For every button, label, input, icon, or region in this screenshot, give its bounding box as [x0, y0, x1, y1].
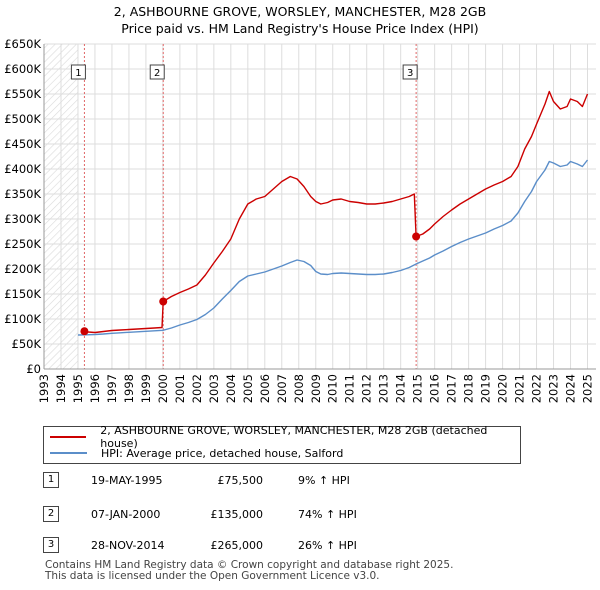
legend-label-hpi: HPI: Average price, detached house, Salf…: [101, 446, 344, 460]
sale-date: 07-JAN-2000: [91, 508, 161, 521]
table-row: 1 19-MAY-1995 £75,500 9% ↑ HPI: [43, 472, 583, 490]
x-tick-label: 2000: [156, 374, 170, 403]
chart-subtitle: Price paid vs. HM Land Registry's House …: [121, 21, 479, 36]
sale-badge: 2: [43, 506, 59, 522]
x-tick-label: 1996: [88, 374, 102, 403]
x-tick-label: 2007: [275, 374, 289, 403]
chart-legend: 2, ASHBOURNE GROVE, WORSLEY, MANCHESTER,…: [43, 424, 521, 464]
x-tick-label: 2012: [360, 374, 374, 403]
legend-swatch-hpi: [50, 452, 87, 454]
x-tick-label: 2025: [581, 374, 595, 403]
sale-date: 28-NOV-2014: [91, 539, 165, 552]
legend-swatch-property: [50, 436, 87, 438]
x-tick-label: 2014: [394, 374, 408, 403]
hpi-series-line: [77, 159, 589, 336]
sale-marker-box: [149, 64, 165, 80]
sale-badge: 3: [43, 537, 59, 553]
sale-price: £75,500: [217, 474, 264, 487]
x-tick-label: 2023: [547, 374, 561, 403]
x-tick-label: 2020: [496, 374, 510, 403]
footer-note: Contains HM Land Registry data © Crown c…: [45, 560, 453, 582]
x-tick-label: 2008: [292, 374, 306, 403]
x-tick-label: 2011: [343, 374, 357, 403]
sale-marker-label: 1: [75, 68, 81, 79]
y-tick-label: £200K: [4, 262, 41, 276]
sale-badge: 1: [43, 472, 59, 488]
y-tick-label: £600K: [4, 62, 41, 76]
x-tick-label: 2009: [309, 374, 323, 403]
x-tick-label: 1997: [105, 374, 119, 403]
x-tick-label: 2024: [564, 374, 578, 403]
x-tick-label: 2005: [241, 374, 255, 403]
x-tick-label: 1995: [71, 374, 85, 403]
x-tick-label: 1993: [37, 374, 51, 403]
y-tick-label: £650K: [4, 37, 41, 51]
sale-point: [80, 327, 89, 336]
x-tick-label: 2016: [428, 374, 442, 403]
property-series-line: [84, 90, 589, 334]
chart-title: 2, ASHBOURNE GROVE, WORSLEY, MANCHESTER,…: [113, 4, 487, 19]
sale-hpi-change: 74% ↑ HPI: [298, 508, 357, 521]
sale-price: £265,000: [210, 539, 264, 552]
legend-label-property: 2, ASHBOURNE GROVE, WORSLEY, MANCHESTER,…: [100, 424, 488, 450]
y-tick-label: £250K: [4, 237, 41, 251]
sale-marker-box: [402, 64, 418, 80]
y-tick-label: £150K: [4, 287, 41, 301]
sale-hpi-change: 26% ↑ HPI: [298, 539, 357, 552]
table-row: 2 07-JAN-2000 £135,000 74% ↑ HPI: [43, 506, 583, 524]
y-tick-label: £400K: [4, 162, 41, 176]
x-tick-label: 2018: [462, 374, 476, 403]
x-tick-label: 2003: [207, 374, 221, 403]
x-tick-label: 2015: [411, 374, 425, 403]
sale-date: 19-MAY-1995: [91, 474, 163, 487]
x-tick-label: 1994: [54, 374, 68, 403]
sale-marker-box: [70, 64, 86, 80]
sale-marker-label: 2: [154, 68, 160, 79]
y-tick-label: £300K: [4, 212, 41, 226]
footer-line-1: Contains HM Land Registry data © Crown c…: [45, 559, 454, 571]
x-tick-label: 2004: [224, 374, 238, 403]
sale-point: [412, 232, 421, 241]
footer-line-2: This data is licensed under the Open Gov…: [45, 570, 380, 582]
x-tick-label: 2010: [326, 374, 340, 403]
x-tick-label: 2013: [377, 374, 391, 403]
price-chart: 1 2 3 £0 £50K £100K £150K £200K £250K £300K £350K…: [4, 37, 596, 403]
x-tick-label: 2001: [173, 374, 187, 403]
x-tick-label: 2021: [513, 374, 527, 403]
y-tick-label: £100K: [4, 312, 41, 326]
x-tick-label: 2006: [258, 374, 272, 403]
sale-price: £135,000: [210, 508, 264, 521]
y-tick-label: £450K: [4, 137, 41, 151]
y-tick-label: £550K: [4, 87, 41, 101]
table-row: 3 28-NOV-2014 £265,000 26% ↑ HPI: [43, 537, 583, 555]
sale-marker-label: 3: [407, 68, 413, 79]
y-tick-label: £500K: [4, 112, 41, 126]
x-tick-label: 2017: [445, 374, 459, 403]
sale-point: [159, 297, 168, 306]
sale-hpi-change: 9% ↑ HPI: [298, 474, 350, 487]
legend-item-hpi: HPI: Average price, detached house, Salf…: [50, 445, 343, 461]
x-tick-label: 2002: [190, 374, 204, 403]
y-tick-label: £350K: [4, 187, 41, 201]
x-tick-label: 1999: [139, 374, 153, 403]
x-tick-label: 2019: [479, 374, 493, 403]
x-tick-label: 1998: [122, 374, 136, 403]
y-tick-label: £50K: [12, 337, 42, 351]
x-tick-label: 2022: [530, 374, 544, 403]
y-tick-label: £0: [26, 362, 41, 376]
legend-item-property: 2, ASHBOURNE GROVE, WORSLEY, MANCHESTER,…: [50, 424, 520, 450]
